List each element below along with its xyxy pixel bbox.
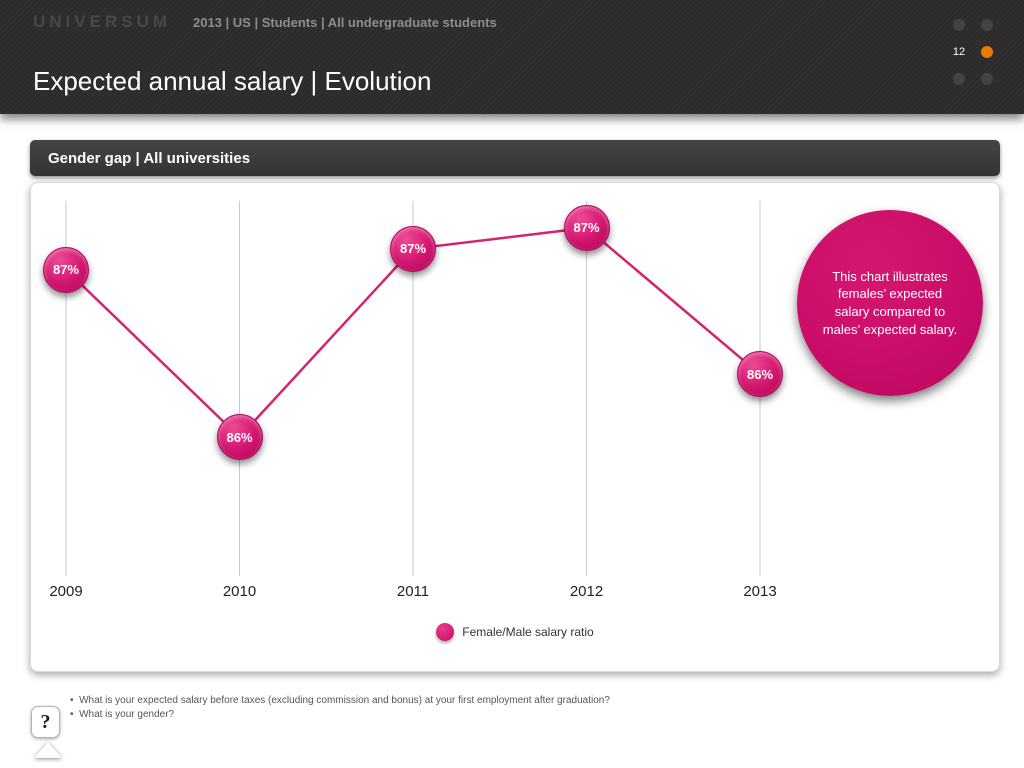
data-point-2013: 86% [737, 351, 783, 398]
x-axis-label: 2010 [222, 583, 257, 600]
data-point-2010: 86% [216, 414, 263, 461]
section-heading: Gender gap | All universities [48, 149, 251, 167]
header: UNIVERSUM 2013 | US | Students | All und… [0, 0, 1024, 114]
nav-dot-icon[interactable] [953, 73, 965, 85]
data-point-2011: 87% [390, 225, 436, 272]
page-curl-icon[interactable] [34, 742, 62, 758]
nav-dot-icon[interactable] [981, 19, 993, 31]
chart-legend: Female/Male salary ratio [31, 623, 999, 641]
legend-marker-icon [436, 623, 455, 641]
x-axis-label: 2011 [396, 583, 430, 600]
legend-label: Female/Male salary ratio [462, 625, 594, 639]
x-axis-label: 2013 [743, 583, 777, 600]
breadcrumb: 2013 | US | Students | All undergraduate… [193, 15, 497, 30]
x-axis-label: 2012 [569, 583, 604, 600]
footnote-question: What is your expected salary before taxe… [70, 695, 610, 706]
data-point-2012: 87% [563, 204, 610, 251]
nav-dot-icon[interactable] [953, 19, 965, 31]
help-button[interactable]: ? [31, 706, 60, 738]
nav-dot-icon[interactable] [981, 73, 993, 85]
footnote-question: What is your gender? [70, 709, 610, 720]
page-number: 12 [952, 46, 966, 58]
section-heading-bar: Gender gap | All universities [30, 140, 1000, 176]
chart-card: 87% 86% 87% 87% 86% 2009 2010 2011 2012 2013 Fem… [30, 182, 1000, 672]
annotation-text: This chart illustrates females’ expected… [822, 268, 958, 337]
data-point-2009: 87% [43, 246, 89, 293]
universum-logo: UNIVERSUM [33, 12, 172, 31]
x-axis-label: 2009 [49, 583, 83, 600]
slide-navigation: 12 [953, 19, 993, 85]
footnotes: What is your expected salary before taxe… [70, 695, 610, 723]
annotation-bubble: This chart illustrates females’ expected… [797, 210, 983, 396]
header-top-row: UNIVERSUM 2013 | US | Students | All und… [33, 12, 497, 32]
page-title: Expected annual salary | Evolution [33, 66, 432, 96]
nav-dot-current-icon[interactable] [981, 46, 993, 58]
